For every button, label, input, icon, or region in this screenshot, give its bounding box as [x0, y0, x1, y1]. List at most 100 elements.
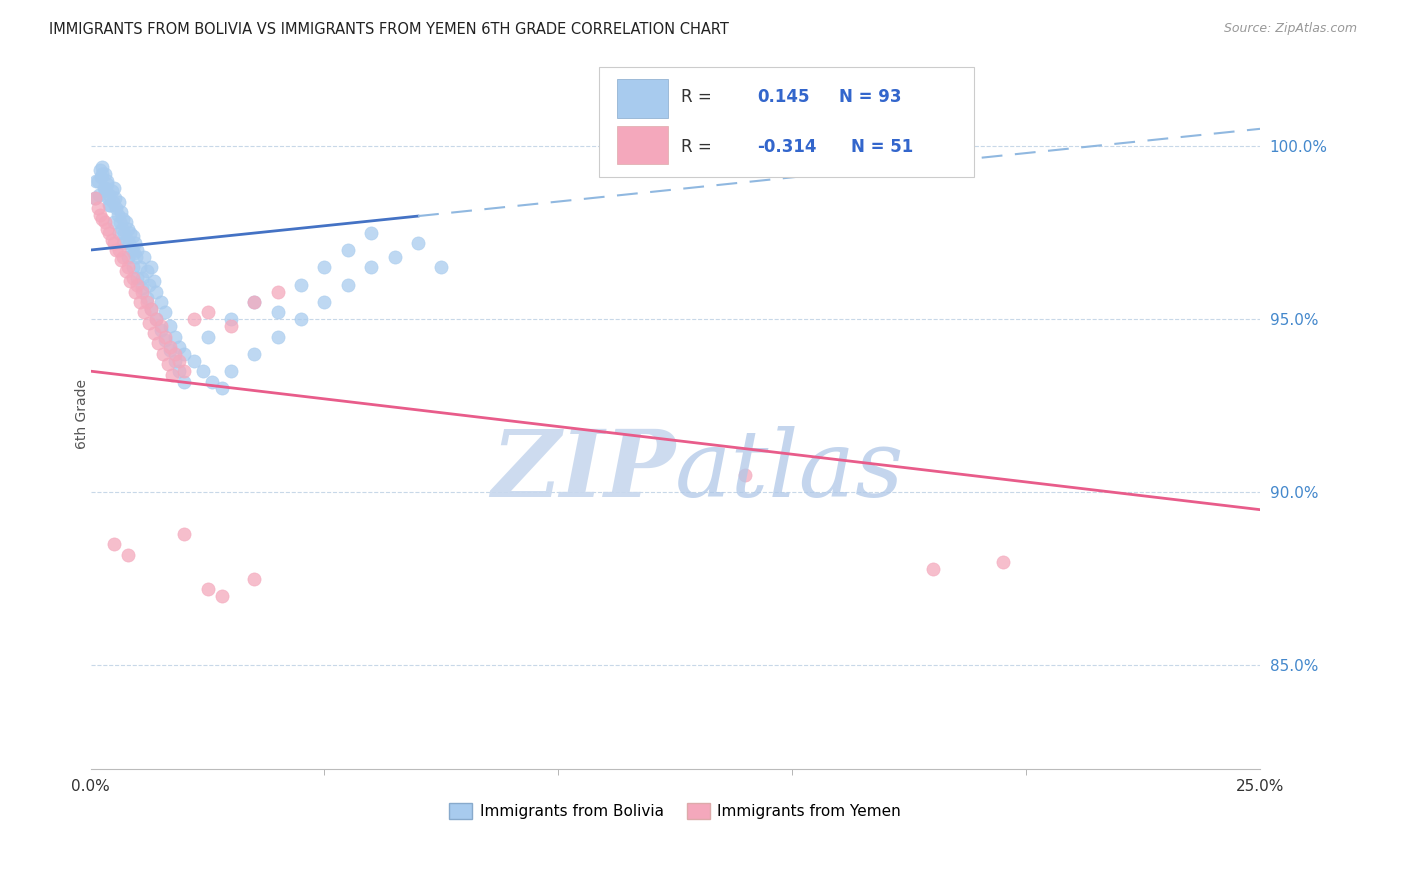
Point	[121, 270, 143, 285]
Point	[114, 264, 136, 278]
Point	[110, 253, 132, 268]
Point	[267, 329, 290, 343]
Point	[149, 323, 172, 337]
Point	[134, 305, 156, 319]
Point	[156, 357, 179, 371]
FancyBboxPatch shape	[617, 126, 668, 164]
Point	[98, 187, 121, 202]
Point	[135, 294, 157, 309]
Text: -0.314: -0.314	[758, 138, 817, 156]
Point	[159, 343, 181, 358]
Point	[86, 202, 108, 216]
Point	[105, 202, 128, 216]
Point	[191, 364, 214, 378]
Point	[115, 233, 138, 247]
Point	[290, 277, 312, 292]
Point	[98, 226, 121, 240]
Point	[112, 226, 135, 240]
Point	[173, 347, 195, 361]
Point	[219, 319, 242, 334]
Point	[103, 236, 125, 251]
Point	[84, 174, 107, 188]
Point	[290, 312, 312, 326]
Point	[108, 215, 131, 229]
Point	[103, 537, 125, 551]
Text: Source: ZipAtlas.com: Source: ZipAtlas.com	[1223, 22, 1357, 36]
Point	[173, 527, 195, 541]
Point	[97, 191, 120, 205]
Y-axis label: 6th Grade: 6th Grade	[76, 379, 90, 450]
Text: 0.145: 0.145	[758, 88, 810, 106]
Point	[104, 191, 127, 205]
Point	[131, 285, 153, 299]
Point	[145, 312, 167, 326]
Point	[243, 294, 266, 309]
Point	[127, 270, 149, 285]
Point	[243, 572, 266, 586]
Point	[96, 222, 118, 236]
Point	[159, 319, 181, 334]
Point	[93, 180, 115, 194]
Point	[138, 277, 160, 292]
Point	[149, 294, 172, 309]
Point	[141, 301, 163, 316]
Point	[91, 160, 114, 174]
Point	[173, 364, 195, 378]
Point	[117, 250, 139, 264]
Point	[145, 312, 167, 326]
Point	[243, 294, 266, 309]
Point	[211, 382, 233, 396]
Point	[86, 174, 108, 188]
Point	[128, 260, 150, 275]
Text: IMMIGRANTS FROM BOLIVIA VS IMMIGRANTS FROM YEMEN 6TH GRADE CORRELATION CHART: IMMIGRANTS FROM BOLIVIA VS IMMIGRANTS FR…	[49, 22, 730, 37]
Point	[406, 236, 429, 251]
Point	[162, 368, 184, 382]
Point	[197, 582, 219, 597]
Point	[155, 329, 177, 343]
Point	[100, 233, 122, 247]
Point	[89, 208, 111, 222]
Point	[155, 305, 177, 319]
FancyBboxPatch shape	[617, 79, 668, 118]
Point	[131, 270, 153, 285]
Point	[118, 236, 141, 251]
Point	[98, 198, 121, 212]
Point	[197, 305, 219, 319]
Point	[314, 294, 336, 309]
Point	[117, 548, 139, 562]
FancyBboxPatch shape	[599, 67, 973, 177]
Point	[93, 215, 115, 229]
Point	[110, 205, 132, 219]
Point	[159, 340, 181, 354]
Point	[107, 194, 129, 209]
Point	[141, 260, 163, 275]
Point	[124, 236, 146, 251]
Point	[125, 250, 148, 264]
Point	[103, 215, 125, 229]
Text: N = 51: N = 51	[851, 138, 912, 156]
Point	[112, 211, 135, 226]
Point	[127, 243, 149, 257]
Point	[145, 285, 167, 299]
Point	[155, 333, 177, 347]
Legend: Immigrants from Bolivia, Immigrants from Yemen: Immigrants from Bolivia, Immigrants from…	[443, 797, 907, 825]
Point	[169, 353, 191, 368]
Point	[142, 326, 165, 340]
Point	[90, 170, 112, 185]
Point	[96, 178, 118, 192]
Point	[169, 340, 191, 354]
Point	[141, 301, 163, 316]
Point	[124, 285, 146, 299]
Point	[360, 260, 382, 275]
Point	[149, 319, 172, 334]
Point	[138, 316, 160, 330]
Point	[91, 211, 114, 226]
Point	[120, 274, 142, 288]
Point	[107, 226, 129, 240]
Point	[267, 305, 290, 319]
Point	[142, 274, 165, 288]
Point	[173, 375, 195, 389]
Text: ZIP: ZIP	[491, 426, 675, 516]
Point	[96, 174, 118, 188]
Point	[105, 243, 128, 257]
